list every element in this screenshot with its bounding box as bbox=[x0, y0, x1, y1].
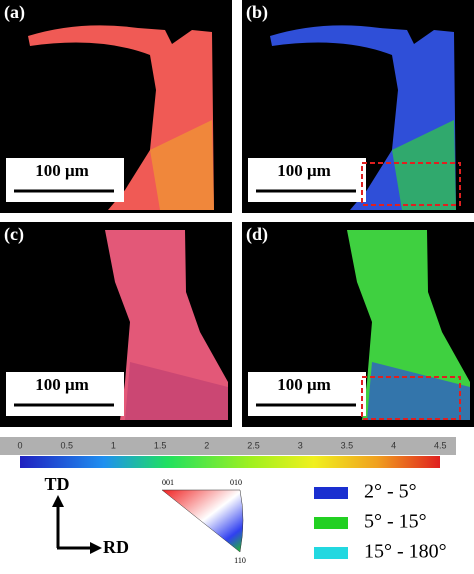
legend-label: 5° - 15° bbox=[364, 511, 427, 533]
scale-bar-box bbox=[6, 158, 124, 202]
panel-label: (c) bbox=[4, 224, 24, 245]
grain-region bbox=[392, 120, 456, 210]
color-bar bbox=[20, 456, 440, 468]
panel: (c) 100 μm bbox=[0, 222, 232, 427]
color-bar-tick: 4 bbox=[391, 440, 396, 450]
color-bar-tick: 1.5 bbox=[154, 440, 167, 450]
scale-bar-text: 100 μm bbox=[277, 375, 331, 394]
panel: (a) 100 μm bbox=[0, 0, 232, 213]
panel: (d) 100 μm bbox=[242, 222, 474, 427]
color-bar-tick: 0.5 bbox=[60, 440, 73, 450]
color-bar-tick: 3 bbox=[298, 440, 303, 450]
ipf-label: 001 bbox=[162, 478, 174, 487]
panel: (b) 100 μm bbox=[242, 0, 474, 213]
panel-label: (a) bbox=[4, 2, 25, 23]
scale-bar-text: 100 μm bbox=[277, 161, 331, 180]
scale-bar-text: 100 μm bbox=[35, 161, 89, 180]
color-bar-tick: 3.5 bbox=[341, 440, 354, 450]
grain-region bbox=[367, 362, 470, 420]
scale-bar-box bbox=[248, 158, 366, 202]
legend-label: 15° - 180° bbox=[364, 541, 447, 563]
legend-swatch bbox=[314, 547, 348, 559]
ipf-triangle bbox=[161, 489, 244, 553]
highlight-box bbox=[361, 162, 461, 206]
td-label: TD bbox=[44, 474, 69, 494]
rd-label: RD bbox=[103, 537, 129, 557]
color-bar-frame bbox=[0, 437, 456, 455]
panel-label: (d) bbox=[246, 224, 268, 245]
panel-label: (b) bbox=[246, 2, 268, 23]
scale-bar-box bbox=[6, 372, 124, 416]
legend-swatch bbox=[314, 487, 348, 499]
color-bar-tick: 1 bbox=[111, 440, 116, 450]
td-arrow-head bbox=[52, 495, 64, 507]
color-bar-tick: 2 bbox=[204, 440, 209, 450]
rd-arrow-head bbox=[90, 542, 102, 554]
grain-region bbox=[125, 362, 228, 420]
ipf-label: 110 bbox=[234, 556, 246, 565]
color-bar-tick: 0 bbox=[17, 440, 22, 450]
color-bar-tick: 2.5 bbox=[247, 440, 260, 450]
scale-bar-text: 100 μm bbox=[35, 375, 89, 394]
legend-swatch bbox=[314, 517, 348, 529]
scale-bar-box bbox=[248, 372, 366, 416]
color-bar-tick: 4.5 bbox=[434, 440, 447, 450]
ipf-label: 010 bbox=[230, 478, 242, 487]
highlight-box bbox=[361, 376, 461, 420]
grain-region bbox=[150, 120, 214, 210]
legend-label: 2° - 5° bbox=[364, 481, 417, 503]
